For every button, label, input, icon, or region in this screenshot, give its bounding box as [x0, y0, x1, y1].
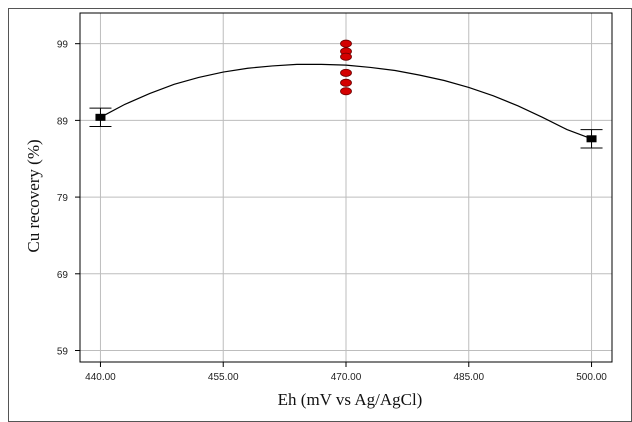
y-tick-label: 79: [57, 193, 69, 204]
data-marks: [89, 39, 603, 149]
x-axis-ticks: 440.00 455.00 470.00 485.00 500.00: [85, 362, 607, 383]
x-axis-title: Eh (mV vs Ag/AgCl): [278, 390, 423, 409]
x-tick-label: 455.00: [208, 372, 239, 383]
x-tick-label: 440.00: [85, 372, 116, 383]
y-tick-label: 89: [57, 116, 69, 127]
design-point-square: [95, 113, 106, 121]
center-point-marker: [340, 87, 352, 96]
y-tick-label: 99: [57, 40, 69, 51]
center-point-marker: [340, 78, 352, 87]
design-point-square: [586, 135, 597, 143]
y-tick-label: 59: [57, 346, 69, 357]
gridlines: [80, 13, 612, 362]
center-point-marker: [340, 52, 352, 61]
center-point-marker: [340, 68, 352, 77]
y-tick-label: 69: [57, 270, 69, 281]
x-tick-label: 500.00: [576, 372, 607, 383]
y-axis-ticks: 59 69 79 89 99: [57, 40, 80, 357]
plot-area: 440.00 455.00 470.00 485.00 500.00 59 69 79 89 9…: [57, 12, 613, 383]
y-axis-title: Cu recovery (%): [24, 139, 43, 252]
fitted-curve-line: [100, 63, 592, 140]
center-point-marker: [340, 39, 352, 48]
x-tick-label: 470.00: [331, 372, 362, 383]
x-tick-label: 485.00: [453, 372, 484, 383]
